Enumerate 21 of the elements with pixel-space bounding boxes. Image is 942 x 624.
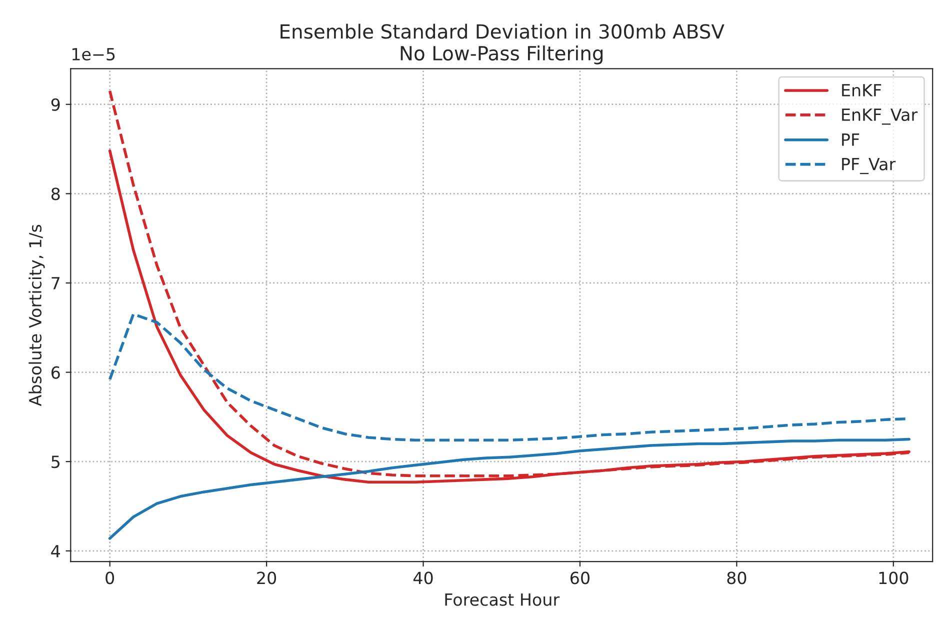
y-tick-label: 6 [51,366,60,379]
x-tick-label: 100 [879,572,908,584]
x-tick-label: 0 [106,572,114,584]
x-tick-label: 80 [727,572,746,584]
text: 1e−5 [72,48,115,60]
chart-title: Ensemble Standard Deviation in 300mb ABSV No Low-Pass Filtering [280,24,724,64]
x-tick-label: 20 [257,572,276,584]
x-axis-title: Forecast Hour [445,594,560,606]
y-axis-title: Absolute Vorticity, 1/s [28,224,45,406]
y-tick-label: 5 [52,456,60,468]
y-tick-label: 8 [51,188,60,200]
y-tick-label: 7 [52,277,60,290]
x-tick-label: 40 [413,572,433,584]
legend-label: EnKF [842,84,882,96]
y-tick-label: 4 [51,545,60,558]
legend-label: EnKF_Var [842,108,918,125]
legend-label: PF_Var [842,158,896,174]
legend-label: PF [842,134,860,146]
y-tick-label: 9 [51,98,60,111]
x-tick-label: 60 [570,572,590,584]
line-series [108,438,910,540]
